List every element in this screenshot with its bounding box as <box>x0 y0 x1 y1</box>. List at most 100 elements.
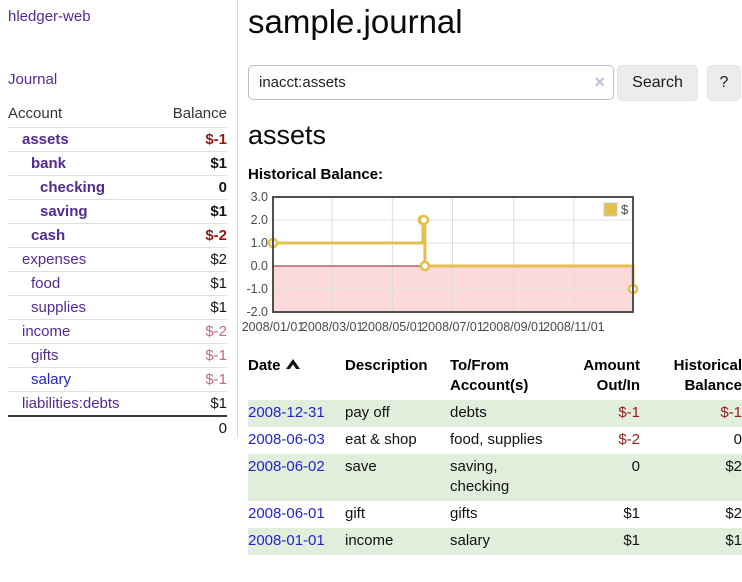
transaction-date-cell: 2008-01-01 <box>248 528 345 555</box>
transaction-balance: $1 <box>725 532 742 550</box>
sidebar-account-link[interactable]: income <box>22 323 71 340</box>
transaction-date-cell: 2008-06-03 <box>248 427 345 454</box>
legend-label: $ <box>621 202 629 217</box>
account-balance: $1 <box>210 203 227 220</box>
transaction-date-link[interactable]: 2008-12-31 <box>248 404 325 422</box>
column-header-amount[interactable]: Amount Out/In <box>583 357 640 395</box>
x-axis-tick-label: 2008/03/01 <box>301 320 364 334</box>
transaction-balance: $2 <box>725 458 742 476</box>
column-header-date-label: Date <box>248 357 281 375</box>
y-axis-tick-label: 2.0 <box>251 213 268 227</box>
account-balance: $-1 <box>205 131 227 148</box>
sidebar-item-journal[interactable]: Journal <box>8 71 58 88</box>
account-balance: $-1 <box>205 347 227 364</box>
transaction-description: eat & shop <box>345 431 417 449</box>
transaction-accounts: gifts <box>450 505 478 523</box>
plot-border <box>272 196 634 314</box>
account-row: saving $1 <box>8 199 227 223</box>
accounts-table: Account Balance assets $-1 bank $1 checking 0… <box>8 103 227 440</box>
account-balance: $-1 <box>205 371 227 388</box>
sort-ascending-icon <box>285 356 300 376</box>
transaction-date-cell: 2008-06-02 <box>248 454 345 481</box>
account-row: expenses $2 <box>8 247 227 271</box>
transaction-date-cell: 2008-12-31 <box>248 400 345 427</box>
accounts-table-header: Account Balance <box>8 103 227 127</box>
accounts-header-account: Account <box>8 105 63 122</box>
sidebar-account-link[interactable]: cash <box>31 227 66 244</box>
account-balance: $2 <box>210 251 227 268</box>
account-row: checking 0 <box>8 175 227 199</box>
y-axis-tick-label: 0.0 <box>251 259 268 273</box>
transaction-amount: 0 <box>631 458 640 476</box>
transaction-accounts: debts <box>450 404 487 422</box>
transaction-balance: 0 <box>733 431 742 449</box>
register-table: Date Description To/From Account(s) Amou… <box>248 353 742 556</box>
data-point-marker <box>418 215 430 226</box>
search-input[interactable] <box>248 65 614 101</box>
sidebar-account-link[interactable]: assets <box>22 131 69 148</box>
account-balance: $1 <box>210 395 227 412</box>
register-header-row: Date Description To/From Account(s) Amou… <box>248 353 742 400</box>
chart-canvas[interactable]: $3.0 2.0 1.0 0.0 -1.0 -2.02008/01/012008/03/0… <box>240 190 642 340</box>
accounts-header-balance: Balance <box>172 105 227 122</box>
search-button[interactable]: Search <box>617 64 698 101</box>
transaction-description: save <box>345 458 377 476</box>
sidebar-account-link[interactable]: checking <box>40 179 106 196</box>
sidebar-account-link[interactable]: saving <box>40 203 88 220</box>
sidebar-account-link[interactable]: expenses <box>22 251 87 268</box>
search-form: × Search ? <box>248 64 742 101</box>
account-row: bank $1 <box>8 151 227 175</box>
transaction-date-link[interactable]: 2008-06-02 <box>248 458 325 476</box>
search-box: × <box>248 65 614 101</box>
sidebar-account-link[interactable]: food <box>31 275 61 292</box>
clear-search-icon[interactable]: × <box>594 72 605 93</box>
sidebar: hledger-web Journal Account Balance asse… <box>0 0 238 438</box>
transaction-date-cell: 2008-06-01 <box>248 501 345 528</box>
x-axis-tick-label: 2008/01/01 <box>242 320 305 334</box>
help-button[interactable]: ? <box>707 64 741 101</box>
account-row: income $-2 <box>8 319 227 343</box>
x-axis-tick-label: 2008/05/01 <box>361 320 424 334</box>
account-title: assets <box>248 119 327 150</box>
legend-swatch <box>603 202 618 217</box>
account-balance: $-2 <box>205 227 227 244</box>
transaction-date-link[interactable]: 2008-06-03 <box>248 431 325 449</box>
transaction-description: income <box>345 532 394 550</box>
transaction-accounts: food, supplies <box>450 431 543 449</box>
account-row: gifts $-1 <box>8 343 227 367</box>
sidebar-account-link[interactable]: gifts <box>31 347 59 364</box>
chart-heading: Historical Balance: <box>248 166 384 184</box>
main-content: sample.journal × Search ? assets Histori… <box>242 0 742 556</box>
column-header-accounts[interactable]: To/From Account(s) <box>450 357 529 395</box>
sidebar-account-link[interactable]: bank <box>31 155 67 172</box>
sidebar-account-link[interactable]: liabilities:debts <box>22 395 120 412</box>
transaction-row: 2008-01-01 income salary $1 $1 <box>248 528 742 556</box>
account-balance: $-2 <box>205 323 227 340</box>
account-row: supplies $1 <box>8 295 227 319</box>
y-axis-tick-label: -2.0 <box>246 305 268 319</box>
transaction-amount: $1 <box>623 532 640 550</box>
transaction-amount: $-2 <box>618 431 640 449</box>
transaction-row: 2008-06-01 gift gifts $1 $2 <box>248 501 742 528</box>
accounts-list: assets $-1 bank $1 checking 0 saving $1 cash $-2 e… <box>8 127 227 415</box>
column-header-balance[interactable]: Historical Balance <box>673 357 742 395</box>
column-header-date[interactable]: Date <box>248 353 345 380</box>
x-axis-tick-label: 2008/11/01 <box>543 320 605 334</box>
transaction-date-link[interactable]: 2008-01-01 <box>248 532 325 550</box>
account-row: assets $-1 <box>8 127 227 151</box>
x-axis-tick-label: 2008/09/01 <box>482 320 545 334</box>
transaction-balance: $2 <box>725 505 742 523</box>
sidebar-account-link[interactable]: salary <box>31 371 72 388</box>
account-row: salary $-1 <box>8 367 227 391</box>
sidebar-account-link[interactable]: supplies <box>31 299 87 316</box>
account-balance: $1 <box>210 299 227 316</box>
transaction-amount: $-1 <box>618 404 640 422</box>
historical-balance-chart[interactable]: $3.0 2.0 1.0 0.0 -1.0 -2.0 2008/01/01 2008/03/0… <box>240 190 642 340</box>
transaction-amount: $1 <box>623 505 640 523</box>
accounts-total-value: 0 <box>218 420 227 437</box>
transaction-date-link[interactable]: 2008-06-01 <box>248 505 325 523</box>
transaction-row: 2008-06-02 save saving, checking 0 $2 <box>248 454 742 502</box>
brand-link[interactable]: hledger-web <box>8 8 91 25</box>
transaction-row: 2008-06-03 eat & shop food, supplies $-2 0 <box>248 427 742 454</box>
column-header-description[interactable]: Description <box>345 357 428 375</box>
